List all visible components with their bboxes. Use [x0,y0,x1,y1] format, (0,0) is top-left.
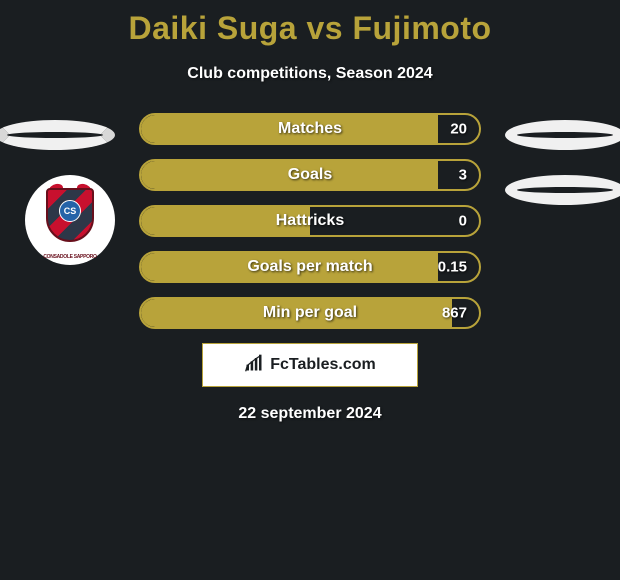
player-photo-placeholder-right-2 [505,175,620,205]
stat-row: Min per goal867 [139,297,481,329]
club-badge-initials: CS [59,200,81,222]
stat-value: 0.15 [438,259,467,276]
stats-list: Matches20 Goals3 Hattricks0 Goals per match… [139,113,481,329]
stat-row: Goals per match0.15 [139,251,481,283]
stat-label: Goals per match [141,258,479,276]
stat-label: Min per goal [141,304,479,322]
footer-brand-box[interactable]: FcTables.com [202,343,418,387]
footer-brand-text: FcTables.com [270,356,376,374]
stat-value: 867 [442,305,467,322]
stat-row: Matches20 [139,113,481,145]
stat-value: 20 [450,121,467,138]
page-title: Daiki Suga vs Fujimoto [0,0,620,47]
stat-row: Hattricks0 [139,205,481,237]
subtitle: Club competitions, Season 2024 [0,65,620,83]
club-badge: CS CONSADOLE SAPPORO [25,175,115,265]
player-photo-placeholder-right-1 [505,120,620,150]
date-text: 22 september 2024 [0,405,620,423]
stat-row: Goals3 [139,159,481,191]
stat-label: Matches [141,120,479,138]
stat-value: 3 [459,167,467,184]
chart-icon [244,353,264,378]
player-photo-placeholder-left [0,120,115,150]
stat-label: Hattricks [141,212,479,230]
stat-label: Goals [141,166,479,184]
club-badge-name: CONSADOLE SAPPORO [37,254,103,260]
stat-value: 0 [459,213,467,230]
